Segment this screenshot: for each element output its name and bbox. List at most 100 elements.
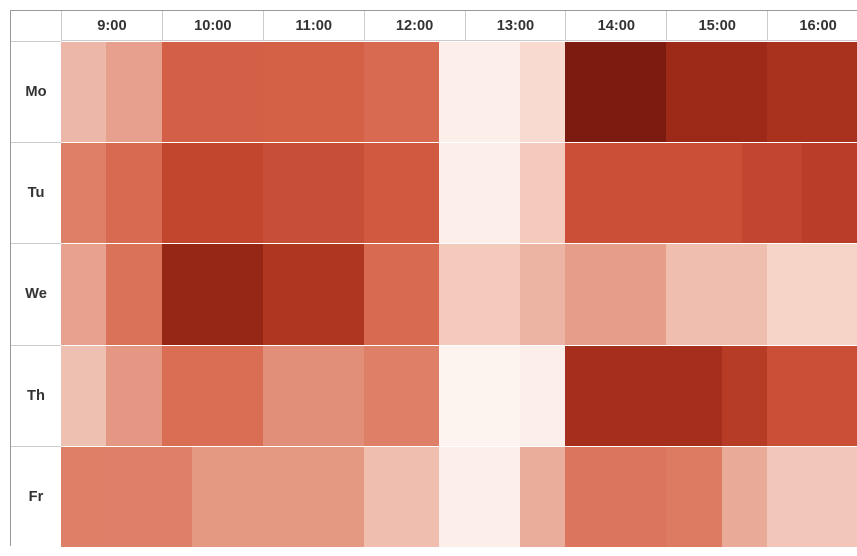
col-header: 11:00 (263, 11, 364, 41)
col-header: 15:00 (666, 11, 767, 41)
heatmap-subcell-b (106, 42, 161, 142)
heatmap-subcell-b (616, 42, 666, 142)
heatmap-cell (465, 446, 566, 547)
heatmap-subcell-b (313, 143, 363, 243)
heatmap-subcell-b (616, 244, 666, 344)
heatmap-subcell-b (212, 42, 262, 142)
heatmap-subcell-a (61, 346, 106, 446)
heatmap-subcell-b (722, 447, 767, 547)
heatmap-subcell-b (192, 447, 263, 547)
col-header: 10:00 (162, 11, 263, 41)
heatmap-subcell-a (666, 42, 716, 142)
heatmap-cell (364, 142, 465, 243)
heatmap-cell (364, 41, 465, 142)
heatmap-cell (767, 142, 857, 243)
heatmap-subcell-b (106, 244, 161, 344)
heatmap-subcell-b (106, 143, 161, 243)
row-header: We (11, 243, 61, 344)
heatmap-cell (162, 345, 263, 446)
heatmap-cell (364, 345, 465, 446)
heatmap-cell (263, 446, 364, 547)
heatmap-subcell-a (162, 143, 212, 243)
heatmap-subcell-a (767, 346, 817, 446)
heatmap-cell (263, 142, 364, 243)
heatmap-subcell-a (364, 447, 440, 547)
heatmap-subcell-b (616, 143, 666, 243)
heatmap-cell (666, 41, 767, 142)
heatmap-subcell-b (439, 42, 464, 142)
heatmap-cell (162, 41, 263, 142)
heatmap-cell (162, 142, 263, 243)
row-header: Fr (11, 446, 61, 547)
heatmap-cell (666, 142, 767, 243)
heatmap-subcell-a (767, 143, 802, 243)
heatmap-subcell-a (565, 244, 615, 344)
heatmap-subcell-b (818, 346, 857, 446)
heatmap-subcell-a (61, 143, 106, 243)
heatmap-subcell-a (666, 244, 716, 344)
heatmap-corner (11, 11, 61, 41)
row-header: Tu (11, 142, 61, 243)
heatmap-cell (767, 345, 857, 446)
heatmap-cell (364, 243, 465, 344)
heatmap-subcell-b (520, 447, 565, 547)
heatmap-subcell-b (313, 244, 363, 344)
row-header: Mo (11, 41, 61, 142)
heatmap-cell (263, 41, 364, 142)
heatmap-cell (61, 41, 162, 142)
heatmap-subcell-b (818, 244, 857, 344)
heatmap-subcell-a (263, 244, 313, 344)
heatmap-subcell-b (313, 346, 363, 446)
heatmap-subcell-b (106, 447, 161, 547)
heatmap-subcell-a (666, 143, 742, 243)
heatmap-subcell-b (717, 244, 767, 344)
col-header: 13:00 (465, 11, 566, 41)
heatmap-subcell-b (722, 346, 767, 446)
heatmap-cell (465, 345, 566, 446)
heatmap-subcell-b (439, 143, 464, 243)
heatmap-cell (364, 446, 465, 547)
heatmap-cell (666, 345, 767, 446)
heatmap-cell (767, 243, 857, 344)
heatmap-subcell-a (465, 143, 520, 243)
heatmap-subcell-a (61, 447, 106, 547)
heatmap-subcell-b (212, 346, 262, 446)
heatmap-cell (767, 41, 857, 142)
heatmap-cell (61, 345, 162, 446)
heatmap-subcell-a (61, 42, 106, 142)
heatmap-subcell-a (364, 346, 440, 446)
heatmap-subcell-b (717, 42, 767, 142)
heatmap-subcell-b (212, 244, 262, 344)
heatmap-cell (565, 142, 666, 243)
heatmap-subcell-a (767, 244, 817, 344)
col-header: 12:00 (364, 11, 465, 41)
row-header: Th (11, 345, 61, 446)
heatmap-subcell-b (313, 447, 363, 547)
heatmap-subcell-a (162, 42, 212, 142)
heatmap-subcell-a (465, 244, 520, 344)
heatmap-subcell-a (565, 447, 615, 547)
heatmap-subcell-b (313, 42, 363, 142)
heatmap-subcell-a (162, 447, 192, 547)
heatmap-subcell-a (666, 447, 721, 547)
col-header: 14:00 (565, 11, 666, 41)
heatmap-cell (465, 41, 566, 142)
heatmap-subcell-a (465, 42, 520, 142)
heatmap-subcell-a (565, 42, 615, 142)
heatmap-subcell-b (818, 447, 857, 547)
heatmap-subcell-a (364, 244, 440, 344)
heatmap-subcell-b (742, 143, 767, 243)
heatmap-cell (61, 243, 162, 344)
heatmap-cell (162, 243, 263, 344)
heatmap-subcell-b (106, 346, 161, 446)
heatmap-cell (162, 446, 263, 547)
heatmap-subcell-b (802, 143, 857, 243)
heatmap-cell (565, 345, 666, 446)
heatmap-subcell-b (616, 346, 666, 446)
heatmap-subcell-b (439, 244, 464, 344)
heatmap-subcell-b (520, 42, 565, 142)
heatmap-subcell-a (364, 42, 440, 142)
heatmap-cell (61, 142, 162, 243)
heatmap-subcell-b (520, 346, 565, 446)
heatmap-subcell-a (162, 244, 212, 344)
